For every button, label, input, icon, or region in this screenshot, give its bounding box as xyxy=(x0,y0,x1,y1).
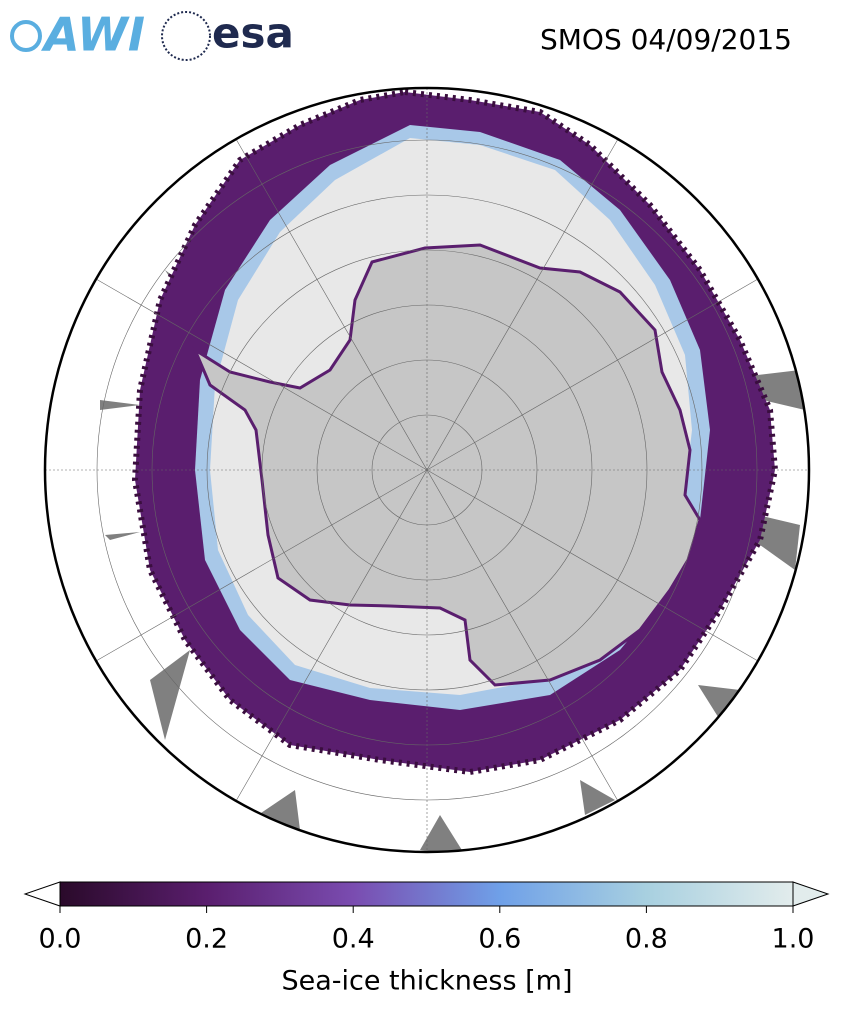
colorbar-tick-label: 1.0 xyxy=(772,924,815,955)
colorbar-tick-label: 0.6 xyxy=(478,924,521,955)
colorbar: Sea-ice thickness [m] 0.0 0.2 0.4 0.6 0.8 1.0 xyxy=(23,881,830,997)
colorbar-tick-label: 0.0 xyxy=(39,924,82,955)
esa-logo: esa xyxy=(212,9,294,58)
title: SMOS 04/09/2015 xyxy=(540,23,792,56)
awi-icon xyxy=(10,20,42,52)
colorbar-tick-label: 0.4 xyxy=(332,924,375,955)
logos: AWI esa xyxy=(10,8,294,62)
colorbar-under xyxy=(23,881,61,907)
colorbar-tick-label: 0.2 xyxy=(185,924,228,955)
awi-logo: AWI xyxy=(41,8,145,62)
colorbar-gradient xyxy=(59,881,794,907)
graticule xyxy=(45,88,809,852)
colorbar-label: Sea-ice thickness [m] xyxy=(281,966,572,997)
esa-icon xyxy=(161,11,211,61)
colorbar-tick-label: 0.8 xyxy=(625,924,668,955)
map-border xyxy=(43,86,811,854)
map xyxy=(45,88,809,852)
antarctica xyxy=(191,243,702,687)
colorbar-over xyxy=(792,881,830,907)
